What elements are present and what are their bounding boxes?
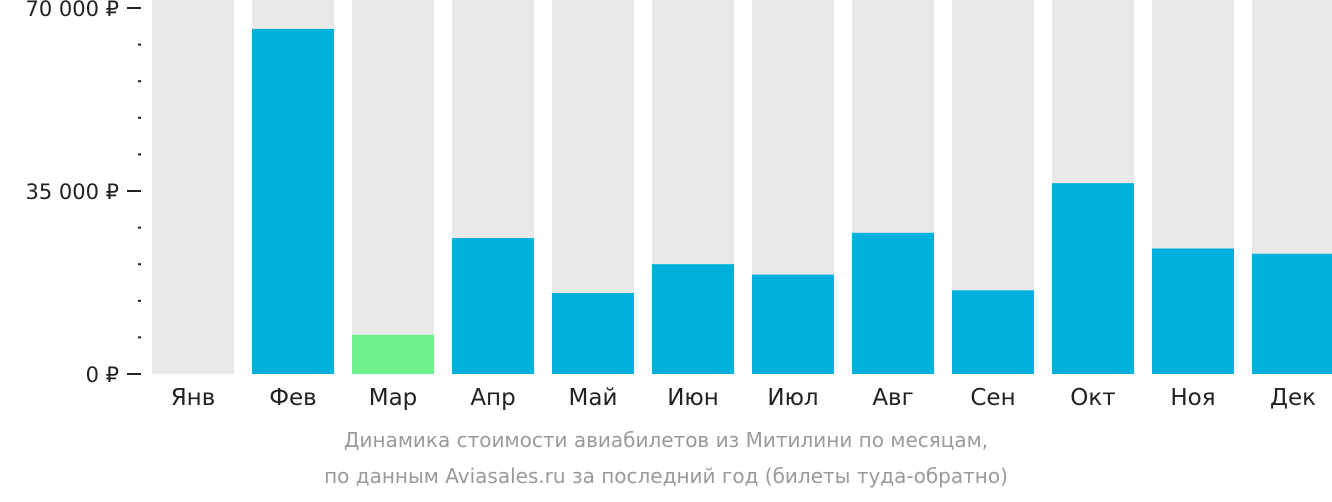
bar bbox=[652, 264, 734, 374]
x-tick-label: Май bbox=[569, 385, 618, 411]
bar bbox=[552, 292, 634, 374]
chart-caption-line-2: по данным Aviasales.ru за последний год … bbox=[324, 464, 1008, 488]
bar-background bbox=[352, 0, 434, 374]
bar bbox=[452, 238, 534, 374]
x-tick-label: Фев bbox=[269, 385, 317, 411]
x-tick-label: Ноя bbox=[1170, 385, 1215, 411]
x-tick-label: Апр bbox=[470, 385, 515, 411]
price-bar-chart: 70 000 ₽ 35 000 ₽ 0 ₽ Янв Фев Мар Апр Май Июн Июл… bbox=[25, 0, 1332, 411]
x-tick-label: Мар bbox=[369, 385, 418, 411]
bar bbox=[1252, 253, 1332, 374]
x-tick-label: Окт bbox=[1070, 385, 1115, 411]
x-tick-label: Янв bbox=[171, 385, 216, 411]
x-tick-label: Июн bbox=[667, 385, 719, 411]
x-tick-label: Сен bbox=[970, 385, 1015, 411]
bar bbox=[352, 334, 434, 374]
y-tick-label: 0 ₽ bbox=[86, 363, 119, 387]
bar-background bbox=[152, 0, 234, 374]
x-tick-label: Дек bbox=[1270, 385, 1316, 411]
bar bbox=[1052, 183, 1134, 374]
x-tick-label: Авг bbox=[872, 385, 913, 411]
bar bbox=[852, 232, 934, 374]
y-tick-label: 35 000 ₽ bbox=[25, 180, 119, 204]
y-tick-label: 70 000 ₽ bbox=[25, 0, 119, 21]
bar bbox=[252, 28, 334, 375]
bar bbox=[1152, 248, 1234, 374]
chart-caption-line-1: Динамика стоимости авиабилетов из Митили… bbox=[343, 428, 989, 452]
bar bbox=[952, 290, 1034, 374]
x-tick-label: Июл bbox=[767, 385, 818, 411]
bar bbox=[752, 274, 834, 374]
